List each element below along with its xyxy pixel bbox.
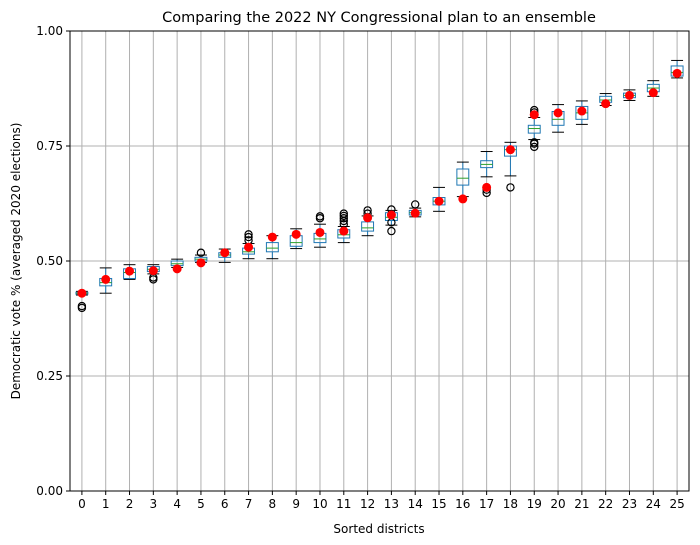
outlier-point — [339, 214, 348, 223]
y-tick-label: 0.75 — [36, 139, 63, 153]
box-district-20 — [551, 104, 565, 133]
x-tick-label: 6 — [221, 497, 229, 511]
x-tick-label: 25 — [669, 497, 684, 511]
chart-title: Comparing the 2022 NY Congressional plan… — [162, 10, 596, 26]
grid-lines — [70, 30, 689, 492]
x-tick-label: 18 — [503, 497, 518, 511]
x-tick-label: 15 — [431, 497, 446, 511]
plan-point-district-18 — [505, 145, 515, 155]
x-tick-label: 14 — [408, 497, 423, 511]
x-tick-label: 23 — [622, 497, 637, 511]
plan-point-district-17 — [482, 182, 492, 192]
y-tick-label: 0.00 — [36, 484, 63, 498]
x-tick-label: 5 — [197, 497, 205, 511]
x-tick-label: 9 — [292, 497, 300, 511]
box-district-10 — [313, 212, 327, 248]
plan-point-district-20 — [553, 108, 563, 118]
plan-point-district-25 — [672, 68, 682, 78]
box-district-7 — [242, 230, 256, 260]
plan-point-district-4 — [172, 264, 182, 274]
outlier-point — [506, 183, 515, 192]
plan-point-district-0 — [77, 288, 87, 298]
x-tick-label: 2 — [126, 497, 134, 511]
iqr-box — [456, 168, 470, 186]
x-tick-label: 17 — [479, 497, 494, 511]
y-axis-label: Democratic vote % (averaged 2020 electio… — [9, 123, 23, 400]
plan-point-district-16 — [458, 194, 468, 204]
outlier-point — [244, 232, 253, 242]
x-tick-label: 21 — [574, 497, 589, 511]
plan-point-district-23 — [624, 90, 634, 100]
iqr-box — [527, 124, 541, 134]
outlier-point — [244, 230, 253, 239]
x-tick-label: 13 — [384, 497, 399, 511]
axis-ticks: 0.000.250.500.751.000 1 2 3 4 5 6 7 8 9 10 11 12 13 14… — [36, 24, 684, 511]
plan-point-district-21 — [577, 106, 587, 116]
x-tick-label: 20 — [550, 497, 565, 511]
plan-point-district-8 — [267, 232, 277, 242]
plan-point-district-19 — [529, 110, 539, 120]
plan-point-district-14 — [410, 208, 420, 218]
outlier-point — [387, 226, 396, 236]
outlier-point — [530, 138, 539, 147]
outlier-point — [77, 301, 87, 311]
outlier-point — [339, 209, 348, 218]
y-tick-label: 0.25 — [36, 369, 63, 383]
plan-point-district-9 — [291, 229, 301, 239]
outlier-point — [530, 142, 539, 152]
plan-point-district-6 — [220, 248, 230, 258]
x-tick-label: 7 — [245, 497, 253, 511]
plan-point-district-24 — [648, 88, 658, 98]
box-district-17 — [480, 151, 494, 198]
outlier-point — [315, 212, 325, 221]
x-tick-label: 3 — [150, 497, 158, 511]
x-tick-label: 22 — [598, 497, 613, 511]
y-tick-label: 1.00 — [36, 24, 63, 38]
plan-point-district-7 — [244, 242, 254, 252]
plan-point-district-12 — [363, 213, 373, 223]
iqr-box — [265, 242, 279, 253]
plan-point-district-5 — [196, 258, 206, 268]
outlier-point — [339, 211, 348, 221]
plan-point-district-3 — [148, 266, 158, 276]
plan-point-district-22 — [601, 99, 611, 109]
box-district-11 — [337, 209, 351, 244]
x-tick-label: 8 — [269, 497, 277, 511]
x-tick-label: 4 — [173, 497, 181, 511]
x-tick-label: 1 — [102, 497, 110, 511]
plan-point-district-15 — [434, 196, 444, 206]
plan-point-district-11 — [339, 226, 349, 236]
outlier-point — [196, 248, 206, 257]
plan-point-district-2 — [125, 266, 135, 276]
x-tick-label: 24 — [646, 497, 661, 511]
plan-point-district-1 — [101, 274, 111, 284]
plan-point-district-13 — [386, 210, 396, 220]
x-tick-label: 12 — [360, 497, 375, 511]
outlier-point — [411, 200, 420, 209]
x-tick-label: 11 — [336, 497, 351, 511]
plan-points — [77, 68, 682, 298]
y-tick-label: 0.50 — [36, 254, 63, 268]
x-tick-label: 0 — [78, 497, 86, 511]
x-tick-label: 19 — [527, 497, 542, 511]
plan-point-district-10 — [315, 227, 325, 237]
x-tick-label: 10 — [312, 497, 327, 511]
x-axis-label: Sorted districts — [333, 522, 424, 536]
x-tick-label: 16 — [455, 497, 470, 511]
